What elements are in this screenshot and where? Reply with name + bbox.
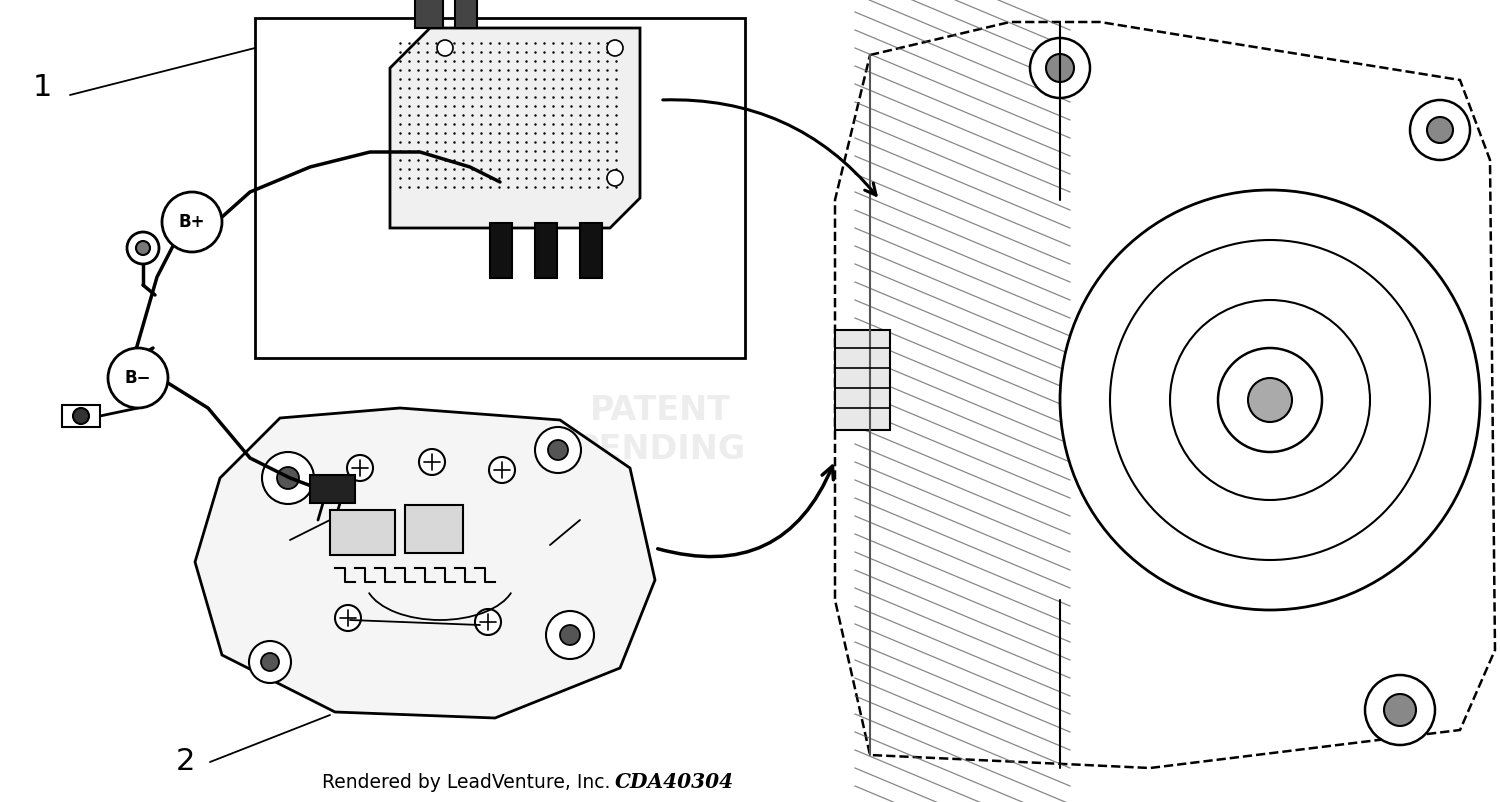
Circle shape [436, 40, 453, 56]
Circle shape [476, 609, 501, 635]
Text: Rendered by LeadVenture, Inc.: Rendered by LeadVenture, Inc. [321, 772, 610, 792]
Circle shape [262, 452, 314, 504]
Bar [255, 18, 746, 358]
Circle shape [560, 625, 580, 645]
Circle shape [1046, 54, 1074, 82]
Circle shape [419, 449, 446, 475]
Bar [330, 510, 394, 555]
Bar [416, 0, 442, 28]
Bar [490, 223, 512, 278]
Circle shape [1218, 348, 1322, 452]
Text: 1: 1 [33, 74, 51, 103]
Circle shape [536, 427, 580, 473]
Polygon shape [836, 22, 1496, 768]
Circle shape [608, 40, 622, 56]
Bar [405, 505, 464, 553]
Text: 2: 2 [176, 747, 195, 776]
Text: B−: B− [124, 369, 152, 387]
Text: CDA40304: CDA40304 [615, 772, 734, 792]
Circle shape [278, 467, 298, 489]
Circle shape [74, 408, 88, 424]
Circle shape [346, 455, 374, 481]
Circle shape [162, 192, 222, 252]
Bar [62, 405, 100, 427]
FancyArrowPatch shape [657, 466, 834, 557]
Circle shape [128, 232, 159, 264]
Text: B+: B+ [178, 213, 206, 231]
Polygon shape [390, 28, 640, 228]
Circle shape [489, 457, 514, 483]
FancyArrowPatch shape [663, 99, 876, 195]
Bar [580, 223, 602, 278]
Circle shape [1426, 117, 1454, 143]
Circle shape [608, 170, 622, 186]
Circle shape [249, 641, 291, 683]
Circle shape [1030, 38, 1090, 98]
Bar [310, 475, 356, 503]
Circle shape [546, 611, 594, 659]
Bar [836, 330, 890, 430]
Circle shape [1365, 675, 1436, 745]
Polygon shape [195, 408, 656, 718]
Circle shape [1060, 190, 1480, 610]
Circle shape [1384, 694, 1416, 726]
Circle shape [1110, 240, 1430, 560]
Circle shape [334, 605, 362, 631]
Bar [536, 223, 556, 278]
Circle shape [108, 348, 168, 408]
Circle shape [1170, 300, 1370, 500]
Circle shape [1248, 378, 1292, 422]
Circle shape [1410, 100, 1470, 160]
Circle shape [136, 241, 150, 255]
Text: PATENT
PENDING: PATENT PENDING [574, 395, 746, 466]
Bar [454, 0, 477, 28]
Circle shape [548, 440, 568, 460]
Circle shape [261, 653, 279, 671]
